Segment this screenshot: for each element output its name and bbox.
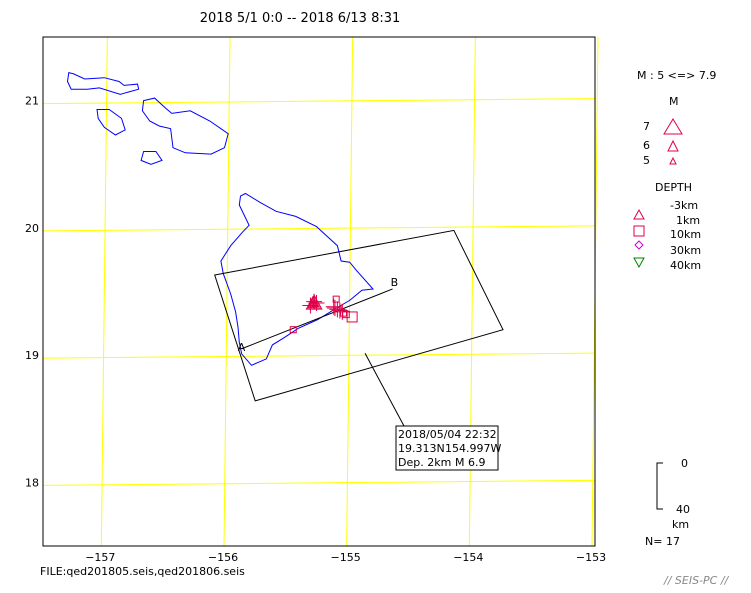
legend-mag-label-5: 5	[643, 154, 650, 167]
y-tick-label-0: 18	[25, 476, 39, 489]
legend-depth-label-3: 30km	[670, 244, 701, 257]
x-tick-label-4: −153	[576, 551, 606, 564]
x-tick-label-2: −155	[331, 551, 361, 564]
section-label-b: B	[391, 276, 399, 289]
legend: M : 5 <=> 7.9 M 7 6 5 DEPTH -3km 1km 10k…	[633, 69, 716, 548]
legend-depth-triangle-icon	[633, 208, 645, 220]
legend-mag-6-triangle-icon	[667, 139, 679, 152]
annotation-lon: 154.997W	[445, 442, 501, 455]
event-marker-12	[302, 297, 319, 314]
watermark: // SEIS-PC //	[663, 574, 730, 587]
annotation-box	[395, 425, 499, 471]
axis-ticks: −157 −156 −155 −154 −153 18 19 20 21	[25, 95, 606, 564]
map-frame	[42, 36, 596, 547]
cross-section-box	[214, 229, 504, 402]
legend-mag-header: M	[669, 95, 679, 108]
event-marker-7	[332, 295, 340, 303]
event-marker-15	[331, 302, 348, 319]
x-tick-label-0: −157	[85, 551, 115, 564]
depth-scale-unit: km	[672, 518, 689, 531]
legend-depth-label-1: 1km	[676, 214, 700, 227]
coastline-0	[66, 71, 140, 95]
annotation-leader-line	[364, 353, 405, 427]
event-count: N= 17	[645, 535, 680, 548]
chart-title: 2018 5/1 0:0 -- 2018 6/13 8:31	[200, 11, 401, 26]
legend-mag-label-7: 7	[643, 120, 650, 133]
legend-depth-label-4: 40km	[670, 259, 701, 272]
legend-depth-diamond-icon	[634, 240, 644, 250]
grid-line-lat-0	[42, 479, 596, 486]
coastline-2	[141, 97, 229, 155]
grid-line-lon-1	[223, 36, 231, 547]
legend-depth-square-icon	[633, 225, 645, 237]
annotation-depth: Dep. 2km	[398, 456, 451, 469]
grid-line-lon-0	[100, 36, 108, 547]
legend-mag-range: M : 5 <=> 7.9	[637, 69, 716, 82]
coastline-3	[140, 151, 163, 165]
event-marker-16	[334, 303, 351, 320]
legend-depth-triangle-down-icon	[633, 257, 645, 269]
x-tick-label-3: −154	[453, 551, 483, 564]
coastline-1	[96, 109, 126, 136]
annotation-datetime: 2018/05/04 22:32	[398, 428, 497, 441]
x-tick-label-1: −156	[208, 551, 238, 564]
section-label-a: A	[238, 341, 246, 354]
y-tick-label-2: 20	[25, 222, 39, 235]
legend-mag-7-triangle-icon	[663, 118, 683, 135]
grid-line-lat-3	[42, 98, 596, 105]
depth-scale-top: 0	[681, 457, 688, 470]
y-tick-label-1: 19	[25, 349, 39, 362]
grid-line-lat-1	[42, 352, 596, 359]
legend-depth-label-0: -3km	[670, 199, 698, 212]
annotation-lat: 19.313N	[398, 442, 445, 455]
file-label: FILE:qed201805.seis,qed201806.seis	[40, 565, 245, 578]
event-marker-11	[289, 326, 297, 334]
legend-mag-label-6: 6	[643, 139, 650, 152]
legend-depth-label-2: 10km	[670, 228, 701, 241]
event-marker-13	[308, 294, 325, 311]
event-marker-10	[346, 311, 358, 323]
depth-scale-bar	[656, 462, 663, 510]
y-tick-label-3: 21	[25, 95, 39, 108]
legend-depth-header: DEPTH	[655, 181, 692, 194]
depth-scale-bottom: 40	[676, 503, 690, 516]
event-marker-14	[325, 298, 342, 315]
grid-line-lon-2	[346, 36, 354, 547]
cross-section-line	[241, 288, 393, 350]
annotation-magnitude: M 6.9	[455, 456, 485, 469]
legend-mag-5-triangle-icon	[669, 156, 677, 165]
